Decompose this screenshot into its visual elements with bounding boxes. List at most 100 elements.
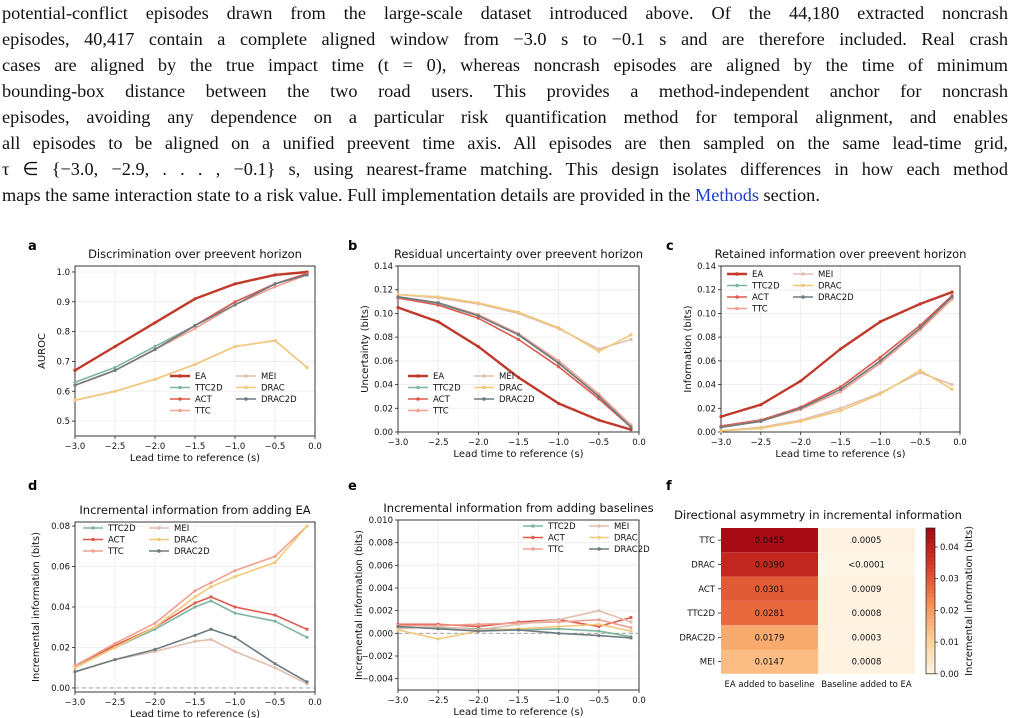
- colorbar-label: Incremental information (bits): [964, 526, 975, 676]
- x-tick-label: −3.0: [388, 696, 409, 706]
- series-line-drac2d: [720, 296, 953, 429]
- y-tick-label: 0.10: [697, 309, 716, 319]
- data-point: [193, 327, 197, 331]
- data-point: [193, 639, 197, 644]
- x-tick-label: −1.5: [830, 438, 851, 448]
- y-axis-label: Information (bits): [683, 305, 694, 392]
- data-point: [629, 626, 633, 630]
- series-line-drac2d: [74, 628, 308, 683]
- data-point: [273, 554, 277, 559]
- cell-value: 0.0281: [755, 609, 785, 619]
- data-point: [557, 326, 561, 330]
- legend-label: ACT: [433, 395, 451, 405]
- colorbar-segment: [926, 659, 935, 664]
- y-axis-label: Incremental information (bits): [354, 530, 365, 680]
- figure: a Discrimination over preevent horizon −3.…: [28, 239, 975, 718]
- data-point: [153, 621, 157, 625]
- data-point: [209, 581, 213, 585]
- data-point: [209, 637, 213, 641]
- legend-marker: [244, 385, 248, 390]
- colorbar-segment: [926, 670, 935, 675]
- data-point: [629, 620, 633, 624]
- colorbar-segment: [926, 640, 935, 646]
- data-point: [557, 627, 561, 631]
- data-point: [113, 389, 117, 393]
- data-point: [799, 419, 803, 423]
- legend-label: MEI: [614, 522, 629, 532]
- x-tick-label: −0.5: [265, 442, 286, 452]
- x-tick-label: −1.0: [225, 442, 246, 452]
- colorbar-segment: [926, 553, 935, 558]
- x-tick-label: −1.5: [185, 442, 206, 452]
- data-point: [799, 379, 803, 383]
- data-point: [878, 392, 882, 396]
- y-tick-label: 0.14: [697, 262, 716, 272]
- colorbar-segment: [926, 557, 935, 562]
- panel-title: Residual uncertainty over preevent horiz…: [394, 247, 643, 261]
- x-axis-label: Lead time to reference (s): [130, 453, 260, 464]
- data-point: [233, 344, 237, 349]
- data-point: [557, 365, 561, 369]
- data-point: [233, 568, 237, 573]
- data-point: [557, 620, 561, 624]
- colorbar-segment: [926, 528, 935, 533]
- column-label: EA added to baseline: [724, 680, 814, 690]
- data-point: [305, 635, 309, 639]
- data-point: [73, 666, 77, 670]
- legend-label: TTC2D: [107, 524, 136, 534]
- plot-frame: [74, 521, 316, 693]
- data-point: [838, 347, 843, 351]
- x-tick-label: −1.5: [185, 698, 206, 708]
- data-point: [273, 619, 277, 623]
- colorbar-segment: [926, 568, 935, 573]
- plot-frame: [720, 265, 961, 433]
- heatmap-cell: [721, 625, 818, 650]
- data-point: [557, 631, 561, 635]
- data-point: [153, 347, 157, 352]
- methods-link[interactable]: Methods: [694, 185, 759, 205]
- row-label: ACT: [698, 585, 716, 595]
- data-point: [597, 418, 601, 422]
- legend-marker: [157, 526, 161, 530]
- colorbar-segment: [926, 644, 935, 649]
- colorbar-segment: [926, 549, 935, 555]
- data-point: [516, 333, 521, 337]
- colorbar-segment: [926, 637, 935, 642]
- data-point: [629, 425, 633, 429]
- data-point: [516, 628, 521, 632]
- data-point: [476, 345, 480, 349]
- legend-marker: [416, 374, 420, 378]
- paragraph-line: all episodes to be aligned on a unified …: [2, 133, 1008, 153]
- data-point: [113, 658, 117, 662]
- legend-marker: [735, 306, 739, 311]
- cell-value: 0.0008: [852, 609, 882, 619]
- x-tick-label: 0.0: [953, 438, 967, 448]
- data-point: [153, 321, 157, 325]
- cell-value: 0.0390: [755, 560, 785, 570]
- legend-marker: [416, 397, 420, 401]
- series-line-ea: [74, 270, 308, 372]
- row-label: TTC2D: [686, 609, 715, 619]
- legend-marker: [801, 283, 805, 288]
- data-point: [918, 368, 922, 372]
- x-tick-label: −2.5: [751, 438, 772, 448]
- legend-label: MEI: [174, 524, 189, 534]
- row-label: DRAC2D: [679, 633, 715, 643]
- colorbar-segment: [926, 597, 935, 602]
- data-point: [233, 649, 237, 654]
- data-point: [396, 292, 400, 297]
- y-tick-label: −0.004: [362, 675, 393, 685]
- y-tick-label: 0.08: [374, 333, 393, 343]
- data-point: [950, 295, 954, 299]
- legend: TTC2D MEI ACT DRAC TTC DRAC2D: [83, 524, 210, 557]
- heatmap-cell: [721, 552, 818, 577]
- plot-frame: [397, 519, 640, 691]
- data-point: [209, 585, 213, 589]
- data-point: [233, 605, 237, 609]
- y-tick-label: 0.14: [374, 262, 393, 272]
- series-line-drac: [74, 525, 308, 669]
- data-point: [759, 419, 763, 423]
- data-point: [629, 333, 633, 337]
- x-tick-label: 0.0: [632, 438, 646, 448]
- legend-label: DRAC2D: [261, 395, 297, 405]
